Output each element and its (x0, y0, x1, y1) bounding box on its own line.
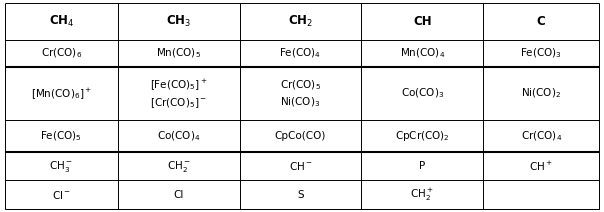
Bar (361, 3, 483, 40)
Bar (240, 152, 361, 180)
Bar (483, 3, 599, 40)
Bar (483, 67, 599, 120)
Bar (5, 3, 118, 40)
Text: Cr(CO)$_4$: Cr(CO)$_4$ (521, 129, 562, 142)
Bar (483, 40, 599, 67)
Text: CpCr(CO)$_2$: CpCr(CO)$_2$ (395, 129, 450, 143)
Bar (240, 120, 361, 152)
Text: CH$_2^-$: CH$_2^-$ (167, 159, 191, 174)
Text: S: S (297, 190, 304, 199)
Text: C: C (537, 15, 545, 28)
Text: CH$_2^+$: CH$_2^+$ (410, 187, 434, 203)
Bar (361, 152, 483, 180)
Text: CH$_3$: CH$_3$ (166, 14, 191, 29)
Text: CH: CH (413, 15, 432, 28)
Text: CH$^+$: CH$^+$ (529, 159, 553, 173)
Text: Fe(CO)$_3$: Fe(CO)$_3$ (520, 47, 562, 60)
Bar (483, 152, 599, 180)
Text: CH$_2$: CH$_2$ (288, 14, 313, 29)
Text: Mn(CO)$_4$: Mn(CO)$_4$ (400, 47, 445, 60)
Text: Co(CO)$_3$: Co(CO)$_3$ (400, 87, 444, 100)
Bar (5, 180, 118, 209)
Text: Co(CO)$_4$: Co(CO)$_4$ (157, 129, 201, 142)
Bar (118, 40, 240, 67)
Text: [Mn(CO)$_6$]$^+$: [Mn(CO)$_6$]$^+$ (31, 86, 92, 101)
Bar (118, 152, 240, 180)
Text: Cl$^-$: Cl$^-$ (52, 188, 71, 201)
Bar (5, 67, 118, 120)
Text: Fe(CO)$_5$: Fe(CO)$_5$ (40, 129, 82, 142)
Text: Ni(CO)$_2$: Ni(CO)$_2$ (521, 87, 561, 100)
Text: Cr(CO)$_5$
Ni(CO)$_3$: Cr(CO)$_5$ Ni(CO)$_3$ (280, 78, 321, 109)
Bar (483, 120, 599, 152)
Bar (361, 40, 483, 67)
Bar (240, 67, 361, 120)
Text: Cl: Cl (173, 190, 184, 199)
Bar (5, 40, 118, 67)
Bar (483, 180, 599, 209)
Text: [Fe(CO)$_5$]$^+$
[Cr(CO)$_5$]$^-$: [Fe(CO)$_5$]$^+$ [Cr(CO)$_5$]$^-$ (150, 77, 208, 110)
Bar (118, 3, 240, 40)
Bar (361, 180, 483, 209)
Bar (5, 120, 118, 152)
Text: P: P (419, 161, 425, 171)
Bar (118, 67, 240, 120)
Text: CpCo(CO): CpCo(CO) (275, 131, 326, 141)
Text: Fe(CO)$_4$: Fe(CO)$_4$ (280, 47, 321, 60)
Bar (240, 3, 361, 40)
Text: Cr(CO)$_6$: Cr(CO)$_6$ (40, 47, 82, 60)
Bar (240, 40, 361, 67)
Text: Mn(CO)$_5$: Mn(CO)$_5$ (156, 47, 201, 60)
Bar (118, 180, 240, 209)
Bar (5, 152, 118, 180)
Text: CH$_4$: CH$_4$ (48, 14, 74, 29)
Text: CH$^-$: CH$^-$ (289, 160, 312, 172)
Text: CH$_3^-$: CH$_3^-$ (50, 159, 73, 174)
Bar (240, 180, 361, 209)
Bar (118, 120, 240, 152)
Bar (361, 67, 483, 120)
Bar (361, 120, 483, 152)
